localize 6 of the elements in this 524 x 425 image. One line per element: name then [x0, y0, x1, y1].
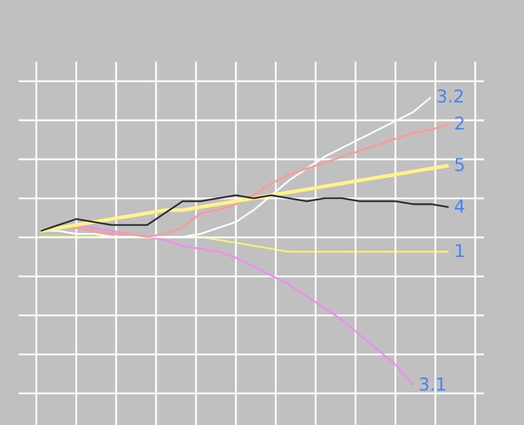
series-label: 5 — [454, 156, 466, 176]
series-label: 1 — [454, 242, 466, 262]
series-label: 2 — [454, 114, 466, 134]
series-label: 3.1 — [418, 376, 447, 396]
series-label: 3.2 — [436, 88, 464, 108]
series-label: 4 — [454, 197, 466, 218]
